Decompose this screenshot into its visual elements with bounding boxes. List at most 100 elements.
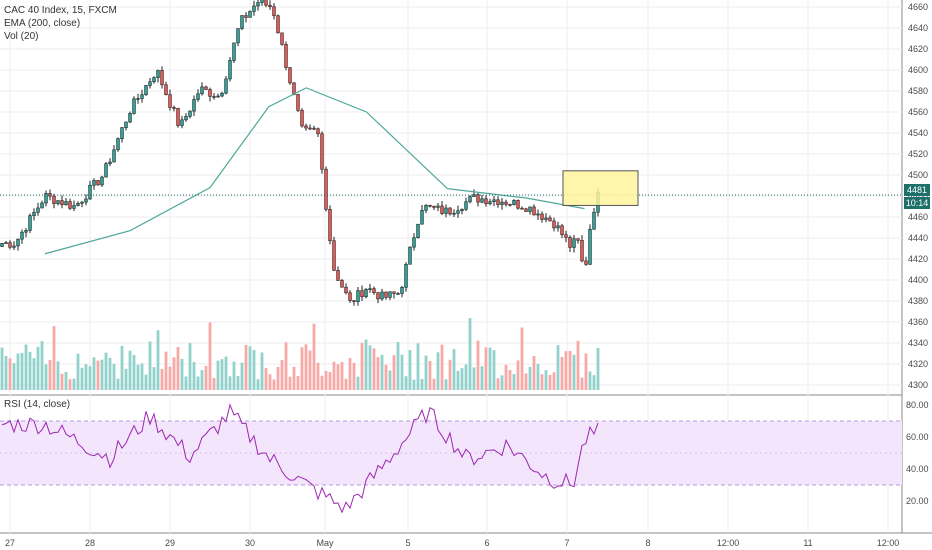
candle-body bbox=[28, 215, 32, 231]
candle-body bbox=[488, 201, 492, 205]
volume-bar bbox=[112, 363, 116, 390]
volume-bar bbox=[124, 368, 128, 390]
candle-body bbox=[404, 263, 408, 288]
candle-body bbox=[480, 198, 484, 203]
volume-bar bbox=[128, 350, 132, 390]
candle-body bbox=[376, 292, 380, 300]
volume-bar bbox=[156, 330, 160, 390]
candle-body bbox=[60, 200, 64, 206]
candle-body bbox=[372, 288, 376, 294]
volume-bar bbox=[52, 326, 56, 390]
volume-bar bbox=[424, 355, 428, 390]
candle-body bbox=[256, 2, 260, 7]
volume-bar bbox=[568, 350, 572, 390]
volume-bar bbox=[428, 361, 432, 390]
volume-bar bbox=[516, 360, 520, 390]
candle-body bbox=[500, 201, 504, 205]
candle-body bbox=[264, 0, 268, 6]
candle-body bbox=[420, 209, 424, 225]
volume-bar bbox=[40, 341, 44, 390]
price-tick-label: 4560 bbox=[908, 107, 928, 117]
volume-bar bbox=[504, 364, 508, 390]
candle-body bbox=[272, 6, 276, 17]
volume-bar bbox=[196, 376, 200, 390]
candle-body bbox=[116, 138, 120, 151]
candle-body bbox=[124, 121, 128, 128]
price-tick-label: 4440 bbox=[908, 233, 928, 243]
volume-bar bbox=[148, 341, 152, 390]
volume-bar bbox=[352, 362, 356, 390]
candle-body bbox=[296, 94, 300, 111]
volume-bar bbox=[380, 354, 384, 390]
candle-body bbox=[444, 207, 448, 214]
candle-body bbox=[336, 270, 340, 281]
rsi-tick-label: 80.00 bbox=[906, 400, 929, 410]
volume-bar bbox=[168, 366, 172, 390]
volume-bar bbox=[372, 348, 376, 390]
candle-body bbox=[344, 286, 348, 294]
candle-body bbox=[400, 287, 404, 294]
time-tick-label: 5 bbox=[405, 538, 410, 548]
candle-body bbox=[320, 133, 324, 170]
volume-bar bbox=[528, 366, 532, 390]
candle-body bbox=[536, 213, 540, 216]
volume-bar bbox=[152, 367, 156, 390]
volume-bar bbox=[464, 364, 468, 390]
volume-bar bbox=[280, 360, 284, 390]
volume-bar bbox=[396, 342, 400, 390]
volume-bar bbox=[332, 361, 336, 390]
volume-bar bbox=[496, 378, 500, 390]
candle-body bbox=[184, 116, 188, 121]
volume-bar bbox=[556, 345, 560, 390]
candle-body bbox=[148, 81, 152, 86]
volume-bar bbox=[136, 364, 140, 390]
volume-bar bbox=[84, 364, 88, 390]
volume-bar bbox=[512, 374, 516, 390]
rsi-tick-label: 20.00 bbox=[906, 496, 929, 506]
volume-bar bbox=[544, 370, 548, 390]
candle-body bbox=[316, 128, 320, 135]
candle-body bbox=[452, 212, 456, 215]
candle-body bbox=[56, 200, 60, 204]
candle-body bbox=[312, 127, 316, 130]
price-tick-label: 4480 bbox=[908, 191, 928, 201]
candle-body bbox=[388, 291, 392, 298]
volume-bar bbox=[244, 345, 248, 390]
volume-bar bbox=[588, 371, 592, 390]
candle-body bbox=[108, 161, 112, 165]
volume-bar bbox=[140, 363, 144, 390]
volume-bar bbox=[560, 356, 564, 390]
candle-body bbox=[172, 107, 176, 109]
price-tick-label: 4520 bbox=[908, 149, 928, 159]
candle-body bbox=[40, 202, 44, 209]
candle-body bbox=[92, 180, 96, 186]
candle-body bbox=[532, 206, 536, 216]
price-tick-label: 4660 bbox=[908, 2, 928, 12]
price-tick-label: 4420 bbox=[908, 254, 928, 264]
candle-body bbox=[4, 242, 8, 244]
candle-body bbox=[380, 291, 384, 300]
volume-bar bbox=[480, 366, 484, 390]
candle-body bbox=[260, 0, 264, 3]
candle-body bbox=[104, 163, 108, 178]
legend: CAC 40 Index, 15, FXCM EMA (200, close) … bbox=[4, 4, 117, 43]
candle-body bbox=[284, 44, 288, 68]
volume-bar bbox=[532, 355, 536, 390]
legend-ema: EMA (200, close) bbox=[4, 18, 81, 29]
candle-body bbox=[516, 200, 520, 209]
candle-body bbox=[44, 193, 48, 204]
volume-bar bbox=[508, 369, 512, 390]
volume-bar bbox=[92, 357, 96, 390]
price-tick-label: 4500 bbox=[908, 170, 928, 180]
candle-body bbox=[572, 238, 576, 248]
volume-bar bbox=[576, 340, 580, 390]
price-tick-label: 4340 bbox=[908, 338, 928, 348]
volume-bar bbox=[368, 345, 372, 390]
candle-body bbox=[156, 70, 160, 78]
candle-body bbox=[72, 205, 76, 209]
candle-body bbox=[20, 231, 24, 240]
candle-body bbox=[468, 196, 472, 203]
volume-bar bbox=[256, 379, 260, 390]
volume-bar bbox=[292, 366, 296, 390]
